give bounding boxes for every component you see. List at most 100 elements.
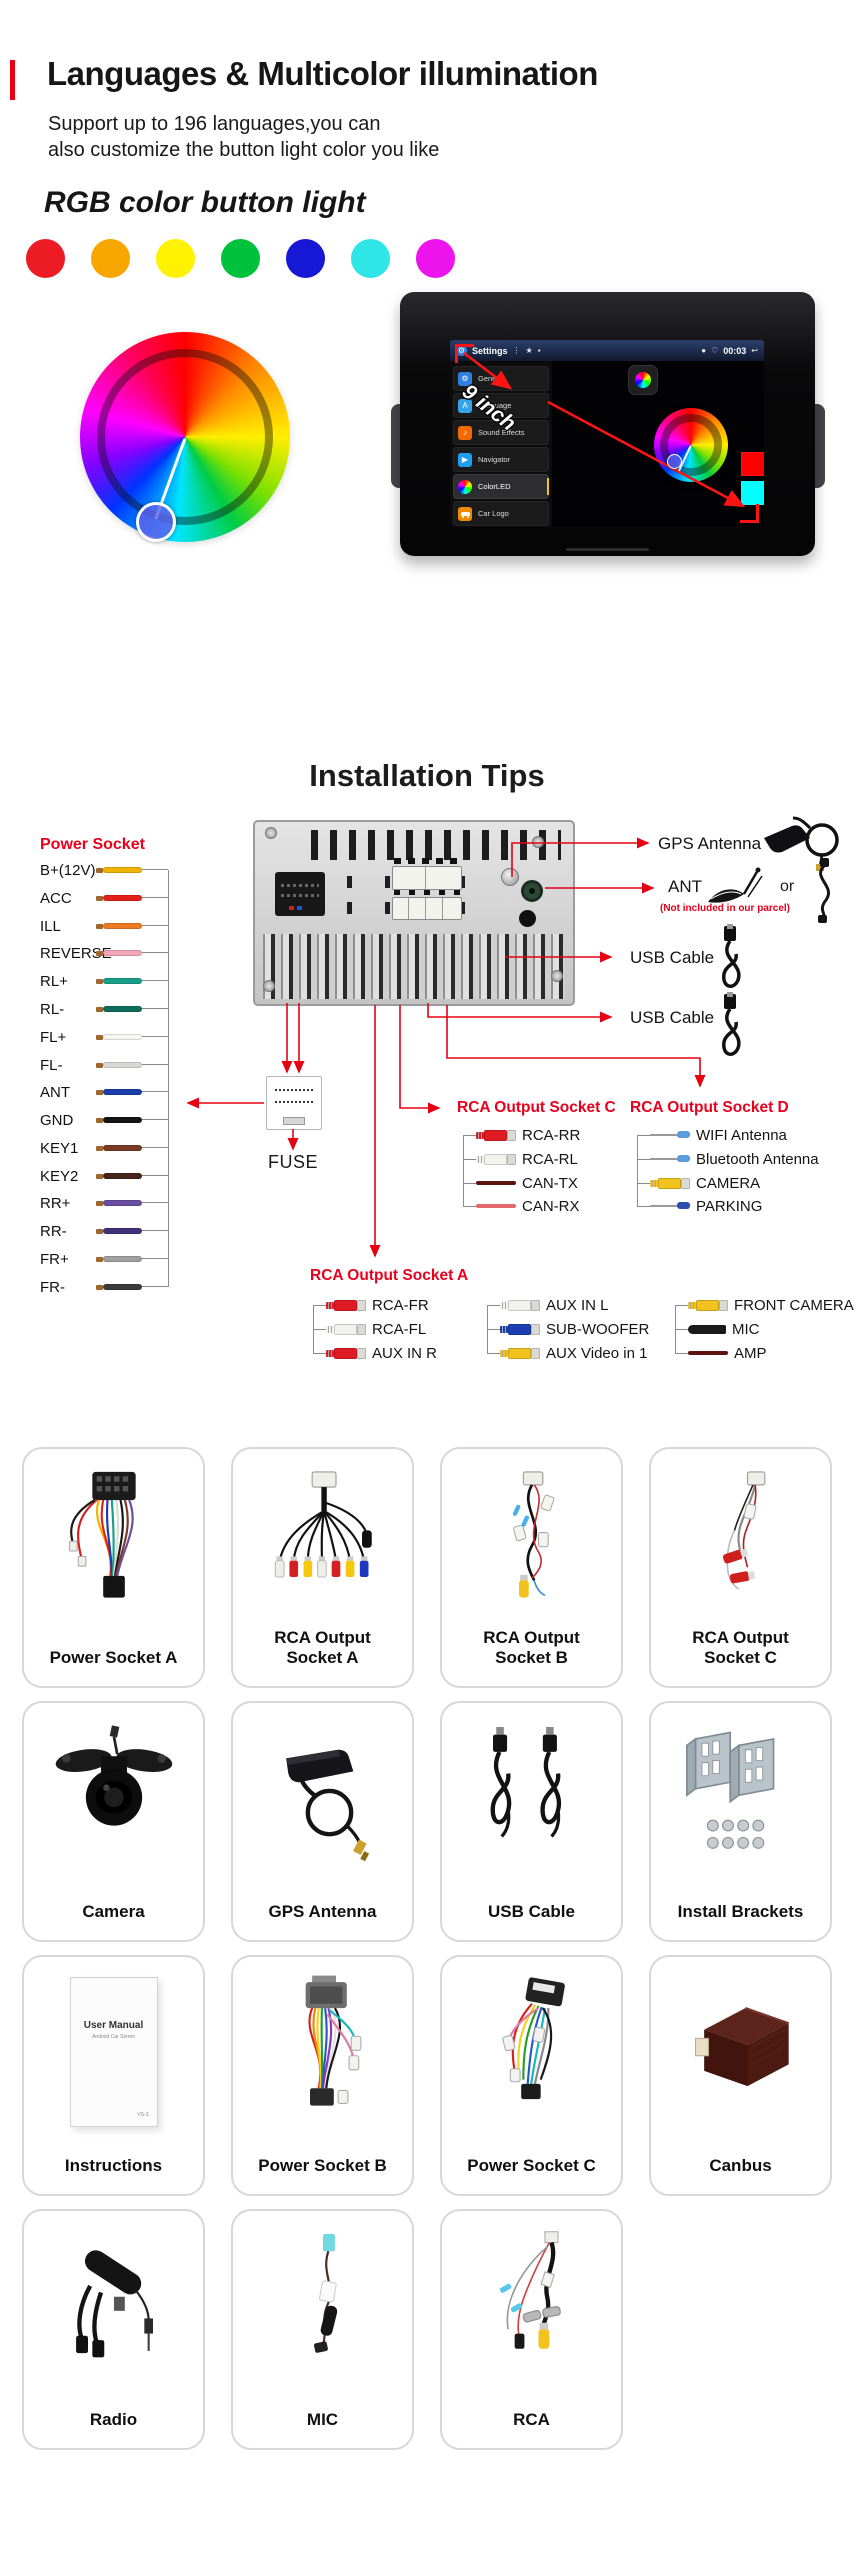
wire-color — [103, 923, 142, 929]
socket-item: AUX IN R — [313, 1344, 437, 1362]
usb-cable-icon — [722, 924, 741, 988]
wire-color — [103, 978, 142, 984]
wire-tip — [96, 868, 103, 873]
car-icon — [458, 506, 472, 521]
antenna-wire-icon — [650, 1155, 690, 1162]
menu-item-car-logo: Car Logo — [453, 501, 549, 526]
speaker-icon: ♪ — [458, 425, 472, 440]
message-icon: ▪ — [537, 346, 541, 355]
wire-icon — [476, 1181, 516, 1185]
wire-row: ILL — [40, 917, 170, 935]
kit-card-instructions: User Manual Android Car Stereo VS-3 Inst… — [22, 1955, 205, 2196]
wire-row: ACC — [40, 889, 170, 907]
power-socket-c-image — [501, 1977, 565, 2100]
more-icon: ⋮ — [512, 346, 521, 355]
gps-socket — [501, 868, 519, 886]
status-bar: ⚙ Settings ⋮ ★ ▪ ● ♡ 00:03 ↩ — [450, 340, 764, 361]
heart-icon: ♡ — [711, 346, 719, 355]
rca-plug-icon — [650, 1177, 690, 1189]
kit-card-power-socket-a: Power Socket A — [22, 1447, 205, 1688]
clock: 00:03 — [723, 345, 747, 356]
antenna-adapter-cable-icon — [818, 858, 830, 923]
socket-item: MIC — [675, 1320, 760, 1338]
radio-antenna-socket — [521, 880, 543, 902]
wire-row: REVERSE — [40, 944, 170, 962]
socket-item: RCA-RR — [463, 1126, 580, 1144]
color-swatch — [741, 452, 764, 476]
wire-row: ANT — [40, 1083, 170, 1101]
wire-color — [103, 1256, 142, 1262]
kit-card-label: Canbus — [709, 2155, 772, 2175]
rca-output-socket-a-image — [274, 1471, 372, 1578]
page-subtitle: Support up to 196 languages,you can also… — [48, 111, 439, 164]
wire-icon — [688, 1351, 728, 1355]
color-dot-row — [26, 239, 455, 278]
wire-color — [103, 895, 142, 901]
wire-color — [103, 1034, 142, 1040]
wire-tip — [96, 1174, 103, 1179]
power-socket-b-image — [305, 1975, 361, 2106]
settings-title: Settings — [472, 345, 508, 356]
color-dot — [26, 239, 65, 278]
rca-connector-white-bottom — [392, 897, 462, 920]
menu-item-sound-effects: ♪ Sound Effects — [453, 420, 549, 445]
rca-plug-icon — [326, 1299, 366, 1311]
wire-color — [103, 1089, 142, 1095]
wire-icon — [476, 1204, 516, 1208]
or-text: or — [780, 878, 795, 895]
gps-antenna-icon — [764, 816, 839, 871]
red-accent-bar — [10, 60, 15, 100]
manual-subtitle: Android Car Stereo — [92, 2034, 135, 2040]
wire-color — [103, 1062, 142, 1068]
rca-plug-icon — [500, 1323, 540, 1335]
kit-card-label: Camera — [82, 1901, 145, 1921]
kit-card-label: RCA — [513, 2409, 550, 2429]
screw — [263, 980, 275, 992]
wire-tip — [96, 1118, 103, 1123]
colorled-panel: Key Color — [552, 361, 764, 527]
socket-item: PARKING — [637, 1197, 762, 1215]
menu-item-navigator: ▶ Navigator — [453, 447, 549, 472]
vent-slots — [311, 830, 561, 860]
wire-color — [103, 950, 142, 956]
rca-output-socket-b-image — [512, 1471, 554, 1598]
menu-label: Language — [478, 401, 512, 410]
antenna-wire-icon — [650, 1131, 690, 1138]
menu-label: Car Logo — [478, 509, 509, 518]
screw — [265, 827, 277, 839]
kit-card-rca-output-socket-a: RCA Output Socket A — [231, 1447, 414, 1688]
rca-plug-icon — [326, 1323, 366, 1335]
camera-image — [55, 1725, 172, 1826]
color-swatch — [741, 481, 764, 505]
menu-label: Navigator — [478, 455, 511, 464]
wire-color — [103, 867, 142, 873]
kit-card-rca: RCA — [440, 2209, 623, 2450]
usb-socket — [519, 910, 536, 927]
wire-row: FR+ — [40, 1250, 170, 1268]
power-socket-title: Power Socket — [40, 836, 145, 853]
color-wheel — [80, 332, 290, 542]
socket-item: SUB-WOOFER — [487, 1320, 649, 1338]
menu-label: Sound Effects — [478, 428, 525, 437]
rca-plug-icon — [500, 1347, 540, 1359]
corner-mark-bottom-right — [740, 504, 759, 523]
color-dot — [156, 239, 195, 278]
kit-card-rca-output-socket-c: RCA Output Socket C — [649, 1447, 832, 1688]
socket-item: FRONT CAMERA — [675, 1296, 854, 1314]
ant-note: (Not included in our parcel) — [660, 903, 791, 914]
wire-row: RL- — [40, 1000, 170, 1018]
compass-icon: ▶ — [458, 452, 472, 467]
rca-plug-icon — [500, 1299, 540, 1311]
kit-card-label: Radio — [89, 2409, 138, 2429]
location-icon: ● — [701, 346, 707, 355]
color-wheel-gradient — [80, 332, 290, 542]
kit-card-label: MIC — [306, 2409, 339, 2429]
kit-card-canbus: Canbus — [649, 1955, 832, 2196]
power-socket-a-image — [68, 1471, 136, 1598]
socket-item: RCA-FR — [313, 1296, 429, 1314]
rca-plug-icon — [476, 1153, 516, 1165]
head-unit-body: ⚙ Settings ⋮ ★ ▪ ● ♡ 00:03 ↩ ⚙ General — [400, 292, 815, 556]
installation-tips-title: Installation Tips — [309, 758, 545, 793]
menu-label: General — [478, 374, 505, 383]
head-unit-rear-panel — [253, 820, 575, 1006]
